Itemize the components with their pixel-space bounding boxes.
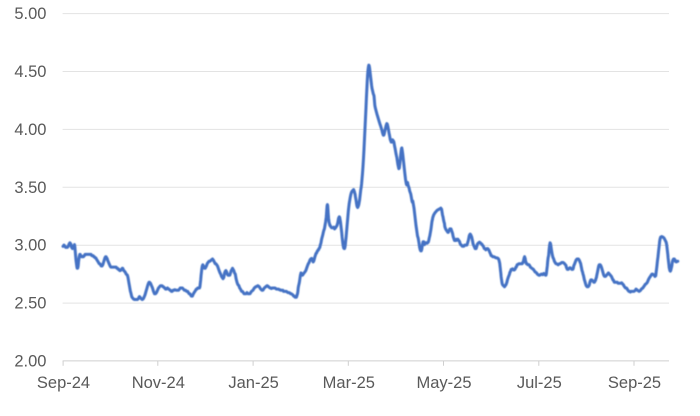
svg-text:Jan-25: Jan-25: [228, 374, 278, 392]
svg-text:2.50: 2.50: [14, 295, 46, 313]
svg-text:4.50: 4.50: [14, 63, 46, 81]
svg-text:5.00: 5.00: [14, 5, 46, 23]
svg-text:Jul-25: Jul-25: [517, 374, 562, 392]
svg-text:Sep-24: Sep-24: [37, 374, 90, 392]
svg-text:Nov-24: Nov-24: [132, 374, 185, 392]
svg-text:3.00: 3.00: [14, 237, 46, 255]
svg-text:Sep-25: Sep-25: [608, 374, 661, 392]
svg-text:3.50: 3.50: [14, 179, 46, 197]
svg-text:May-25: May-25: [416, 374, 471, 392]
svg-text:4.00: 4.00: [14, 121, 46, 139]
svg-text:Mar-25: Mar-25: [323, 374, 375, 392]
svg-text:2.00: 2.00: [14, 352, 46, 370]
